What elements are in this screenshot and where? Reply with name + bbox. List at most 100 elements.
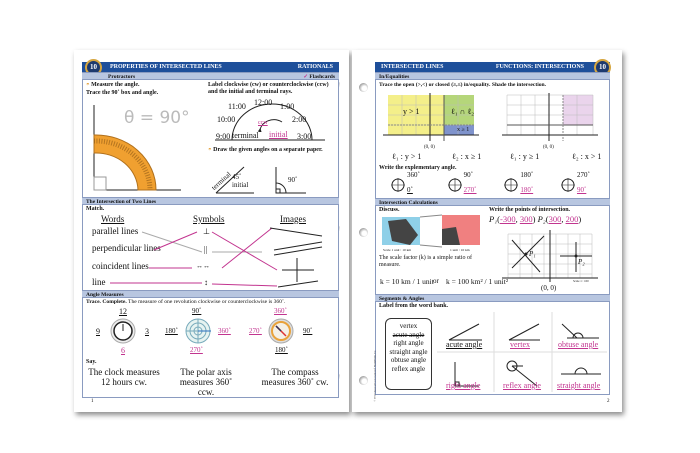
word-line: line xyxy=(92,277,106,287)
section-title: The Intersection of Two Lines xyxy=(86,199,157,205)
region-y-label: y > 1 xyxy=(403,107,420,116)
p2-y: 200 xyxy=(565,214,579,224)
clock-arc-diagram xyxy=(215,103,325,141)
clock-sentence: The clock measures 12 hours cw. xyxy=(88,367,160,387)
calc-section-header: Intersection Calculations xyxy=(375,198,610,206)
clock-right: 3 xyxy=(145,327,149,336)
explementary-item: 270˚ 90˚ xyxy=(555,172,605,196)
binder-hole xyxy=(359,83,368,92)
symbol-line: ↕ xyxy=(204,278,208,287)
match-instruction: Match. xyxy=(86,206,105,212)
compass-bottom: 180˚ xyxy=(275,346,288,354)
bank-word: obtuse angle xyxy=(390,356,427,364)
polar-bottom: 270˚ xyxy=(190,346,203,354)
p1-x: -300 xyxy=(500,214,516,224)
figure-label-vertex: vertex xyxy=(510,340,530,349)
section-title: Protractors xyxy=(108,74,136,80)
polar-sentence: The polar axis measures 360˚ ccw. xyxy=(179,367,233,397)
circle-angle-icon xyxy=(447,178,462,192)
word-parallel: parallel lines xyxy=(92,226,139,236)
flashcards-link[interactable]: ✓ Flashcards xyxy=(303,73,335,80)
measure-text: Measure the angle. xyxy=(91,82,140,88)
figure-label-obtuse: obtuse angle xyxy=(558,340,599,349)
compass-left: 270˚ xyxy=(249,327,262,335)
circle-angle-icon xyxy=(504,178,519,192)
compass-top: 360˚ xyxy=(274,307,287,315)
symbols-header: Symbols xyxy=(193,214,225,224)
l1-inequality-1: ℓ₁ : y > 1 xyxy=(392,152,422,161)
copyright: © 2015 Classical Conversations® MultiMed… xyxy=(373,349,377,402)
bank-word: vertex xyxy=(399,322,418,330)
angle2-degrees: 90˚ xyxy=(288,176,298,184)
say-label: Say. xyxy=(86,359,97,365)
binder-hole xyxy=(359,376,368,385)
points-answers: P₁(-300, 300) P₂(300, 200) xyxy=(489,214,582,224)
inequalities-instruction: Trace the open (>,<) or closed (≥,≤) in/… xyxy=(379,82,547,88)
scale-label-1: Scale 1 unit : 10 km xyxy=(383,248,412,252)
clock-label-9: 9:00 xyxy=(216,132,231,141)
flashcards-label: Flashcards xyxy=(309,74,335,80)
ccw-answer: ccw xyxy=(258,120,268,126)
terminal-label: terminal xyxy=(232,131,259,140)
figure-label-right: right angle xyxy=(446,381,481,390)
trace-instruction: Trace the 90˚ box and angle. xyxy=(86,90,159,96)
bank-word: reflex angle xyxy=(391,364,426,373)
explementary-item: 90˚ 270˚ xyxy=(442,172,492,196)
section-title: Intersection Calculations xyxy=(379,200,438,206)
binder-hole xyxy=(359,228,368,237)
polar-left: 180˚ xyxy=(165,327,178,335)
l2-inequality-2: ℓ₂ : x > 1 xyxy=(572,152,602,161)
figure-label-acute: acute angle xyxy=(446,340,483,349)
intersection-grid xyxy=(502,230,598,282)
section-title: Segments & Angles xyxy=(379,296,425,302)
label-instruction: Label clockwise (cw) or counterclockwise… xyxy=(208,82,329,95)
section-title: Angle Measures xyxy=(86,292,124,298)
angle1-degrees: 45˚ xyxy=(232,173,242,181)
word-coincident: coincident lines xyxy=(92,261,149,271)
k-formula-2: k = 100 km² / 1 unit² xyxy=(446,277,509,286)
polar-top: 90˚ xyxy=(192,307,202,315)
scale-factor-text: The scale factor (k) is a simple ratio o… xyxy=(379,255,472,268)
compass-sentence: The compass measures 360˚ cw. xyxy=(261,367,329,387)
angle-measures-instruction: Trace. Complete. The measure of one revo… xyxy=(86,299,285,306)
angle1-initial: initial xyxy=(232,181,249,189)
intersection-section-header: The Intersection of Two Lines xyxy=(82,197,339,205)
clock-label-1: 1:00 xyxy=(280,102,295,111)
images-header: Images xyxy=(280,214,306,224)
protractor-icon: ◓ xyxy=(86,82,92,88)
left-header: PROPERTIES OF INTERSECTED LINES RATIONAL… xyxy=(82,62,339,72)
symbol-parallel: || xyxy=(204,245,208,254)
word-bank-instruction: Label from the word bank. xyxy=(379,303,449,309)
grid-origin-label: (0, 0) xyxy=(541,284,557,292)
instr-text: The measure of one revolution clockwise … xyxy=(126,299,286,305)
map-illustration xyxy=(382,214,480,248)
discuss-label: Discuss. xyxy=(379,207,400,213)
segments-section-header: Segments & Angles xyxy=(375,294,610,302)
or-label: or xyxy=(433,277,439,285)
given-angle: 360˚ xyxy=(407,171,420,179)
explementary-answer: 0˚ xyxy=(407,186,413,194)
given-angle: 180˚ xyxy=(520,171,534,179)
clock-label-2: 2:00 xyxy=(292,115,307,124)
word-perpendicular: perpendicular lines xyxy=(92,243,161,253)
explementary-answer: 90˚ xyxy=(576,186,587,194)
explementary-answer: 180˚ xyxy=(520,186,534,194)
protractor-illustration xyxy=(93,105,181,191)
symbol-perpendicular: ⊥ xyxy=(203,227,210,236)
p1-y: 300 xyxy=(519,214,533,224)
region-intersection-label: ℓ₁ ∩ ℓ₂ xyxy=(451,107,475,116)
clock-top: 12 xyxy=(119,307,127,316)
figure-label-straight: straight angle xyxy=(557,381,601,390)
symbol-coincident: ↔↔ xyxy=(196,262,210,270)
check-icon: ✓ xyxy=(303,74,310,80)
clock-bottom: 6 xyxy=(121,346,125,355)
theta-trace: θ = 90° xyxy=(124,108,190,128)
clock-label-11: 11:00 xyxy=(228,102,246,111)
origin-label-2: (0, 0) xyxy=(543,145,554,150)
right-header-topic: FUNCTIONS: INTERSECTIONS xyxy=(495,64,584,70)
circle-angle-icon xyxy=(391,178,405,192)
inequality-graph-2 xyxy=(502,93,598,141)
clock-label-12: 12:00 xyxy=(254,98,273,107)
p1-label: P₁ xyxy=(489,214,498,224)
p2-point-label: P₂ xyxy=(578,258,585,266)
